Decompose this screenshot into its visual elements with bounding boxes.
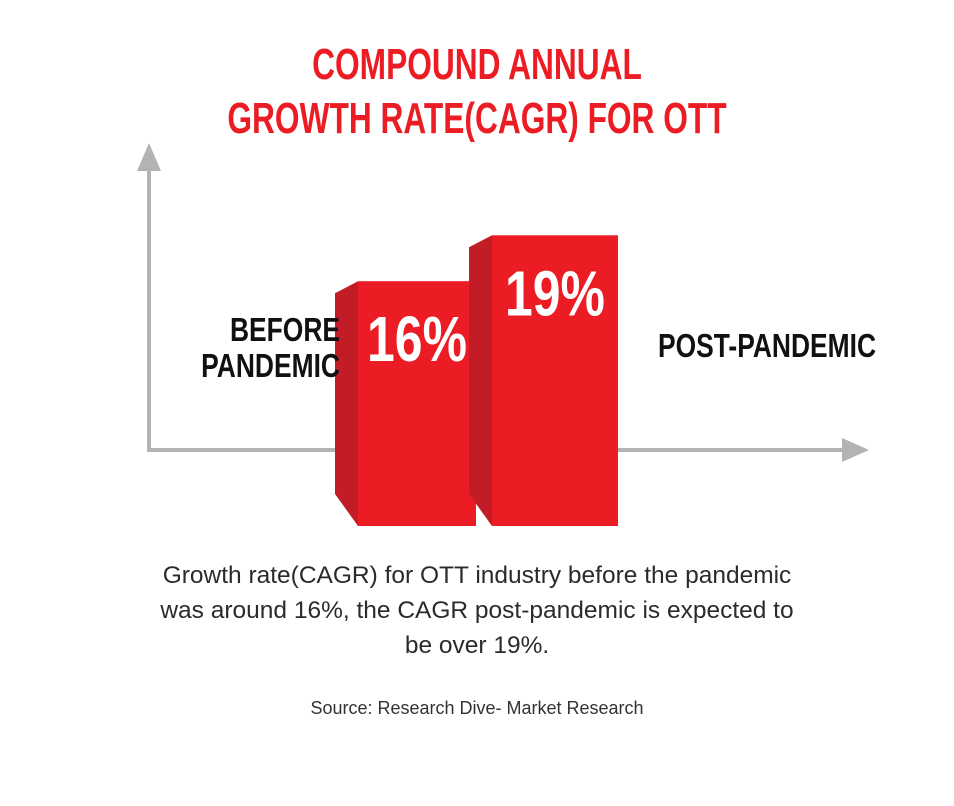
- caption-line-3: be over 19%.: [404, 632, 550, 659]
- bar: [358, 281, 476, 526]
- bar-side: [469, 235, 492, 527]
- chart-title-line-1: COMPOUND ANNUAL: [312, 40, 642, 89]
- bars: 16% 19%: [335, 235, 618, 527]
- category-label-line: POST-PANDEMIC: [658, 327, 877, 364]
- category-label-post-pandemic: POST-PANDEMIC: [658, 328, 876, 364]
- caption-line-2: was around 16%, the CAGR post-pandemic i…: [160, 597, 794, 624]
- bar-side: [335, 281, 358, 526]
- category-label-line: PANDEMIC: [201, 347, 340, 384]
- bar-value-label: 19%: [505, 258, 605, 329]
- bar: [492, 235, 618, 527]
- chart-title-line-2: GROWTH RATE(CAGR) FOR OTT: [227, 94, 727, 143]
- caption-line-1: Growth rate(CAGR) for OTT industry befor…: [162, 562, 792, 589]
- category-label-before-pandemic: BEFORE PANDEMIC: [188, 312, 340, 384]
- source-note: Source: Research Dive- Market Research: [310, 698, 644, 718]
- category-label-line: BEFORE: [229, 311, 340, 348]
- y-axis-arrow-icon: [137, 143, 161, 171]
- bar-value-label: 16%: [367, 304, 467, 375]
- x-axis-arrow-icon: [842, 438, 869, 462]
